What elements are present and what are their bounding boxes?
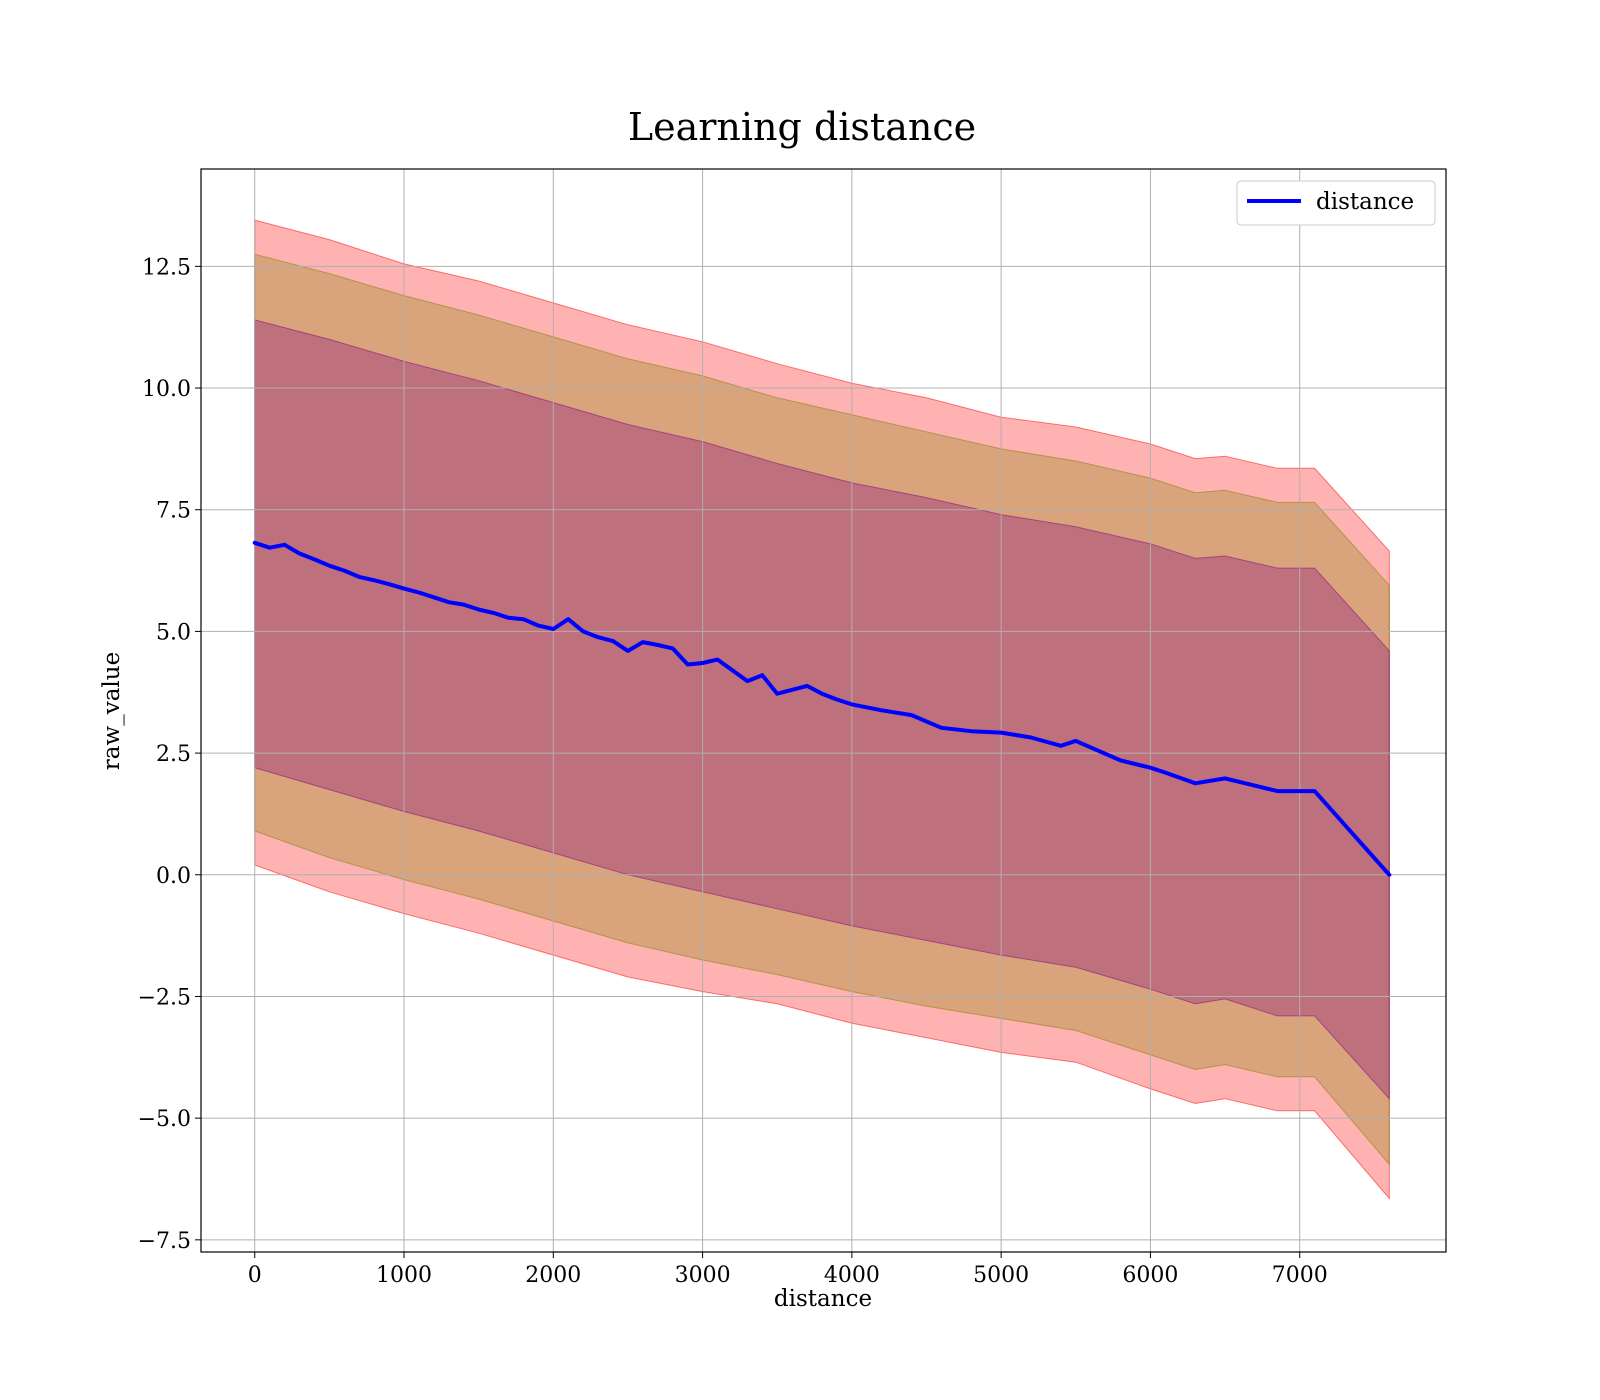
plot-frame <box>200 168 1447 1253</box>
x-tick-label: 0 <box>248 1263 262 1288</box>
x-axis-ticks: 0 1000 2000 3000 4000 5000 6000 7000 <box>248 1252 1328 1288</box>
series-line-distance <box>252 540 1392 877</box>
x-tick-label: 1000 <box>376 1263 432 1288</box>
x-axis-label: distance <box>774 1286 872 1312</box>
y-tick-label: 2.5 <box>156 742 191 767</box>
legend-label-distance: distance <box>1316 189 1414 215</box>
x-tick-label: 7000 <box>1272 1263 1328 1288</box>
x-tick-label: 3000 <box>675 1263 731 1288</box>
y-tick-label: 5.0 <box>156 620 191 645</box>
y-tick-label: −5.0 <box>138 1107 191 1132</box>
legend: distance <box>1236 180 1436 226</box>
x-tick-label: 2000 <box>525 1263 581 1288</box>
y-tick-label: −7.5 <box>138 1229 191 1254</box>
chart-title: Learning distance <box>628 105 976 149</box>
y-tick-label: 7.5 <box>156 499 191 524</box>
y-tick-label: −2.5 <box>138 985 191 1010</box>
y-tick-label: 0.0 <box>156 864 191 889</box>
grid-lines <box>201 169 1446 1252</box>
x-tick-label: 6000 <box>1122 1263 1178 1288</box>
y-axis-label: raw_value <box>99 652 125 770</box>
legend-box <box>1236 180 1436 226</box>
series-lines <box>252 540 1392 877</box>
x-tick-label: 4000 <box>824 1263 880 1288</box>
x-tick-label: 5000 <box>973 1263 1029 1288</box>
confidence-bands <box>254 219 1390 1200</box>
y-tick-label: 10.0 <box>142 377 191 402</box>
y-tick-label: 12.5 <box>142 255 191 280</box>
y-axis-ticks: −7.5 −5.0 −2.5 0.0 2.5 5.0 7.5 10.0 12.5 <box>138 255 201 1254</box>
